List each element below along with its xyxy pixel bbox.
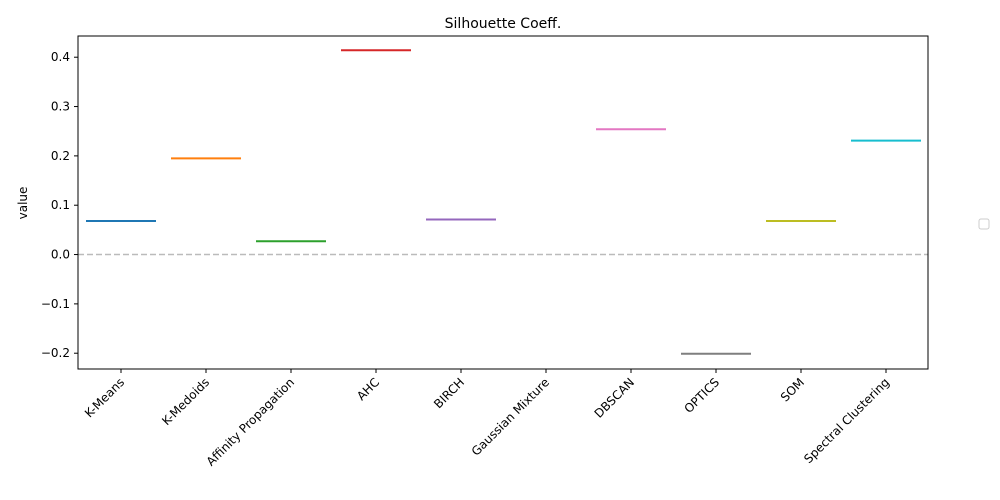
y-tick-label: −0.1 [41,297,70,311]
y-tick-label: 0.1 [51,198,70,212]
x-tick-label: Affinity Propagation [204,375,298,469]
legend-box [978,218,990,230]
y-tick-label: 0.4 [51,50,70,64]
x-tick-label: BIRCH [431,375,467,411]
y-axis-label: value [16,187,30,220]
plot-frame [77,35,929,370]
x-tick-label: OPTICS [681,375,722,416]
x-tick-label: K-Means [82,375,127,420]
y-tick-label: −0.2 [41,346,70,360]
x-tick-label: AHC [354,375,382,403]
x-tick-label: DBSCAN [592,375,638,421]
chart-title: Silhouette Coeff. [445,16,562,32]
x-tick-label: Spectral Clustering [801,375,892,466]
x-tick-label: SOM [778,375,807,404]
x-tick-label: K-Medoids [159,375,212,428]
x-tick-label: Gaussian Mixture [469,375,552,458]
y-tick-label: 0.2 [51,149,70,163]
y-tick-label: 0.0 [51,248,70,262]
y-tick-label: 0.3 [51,100,70,114]
